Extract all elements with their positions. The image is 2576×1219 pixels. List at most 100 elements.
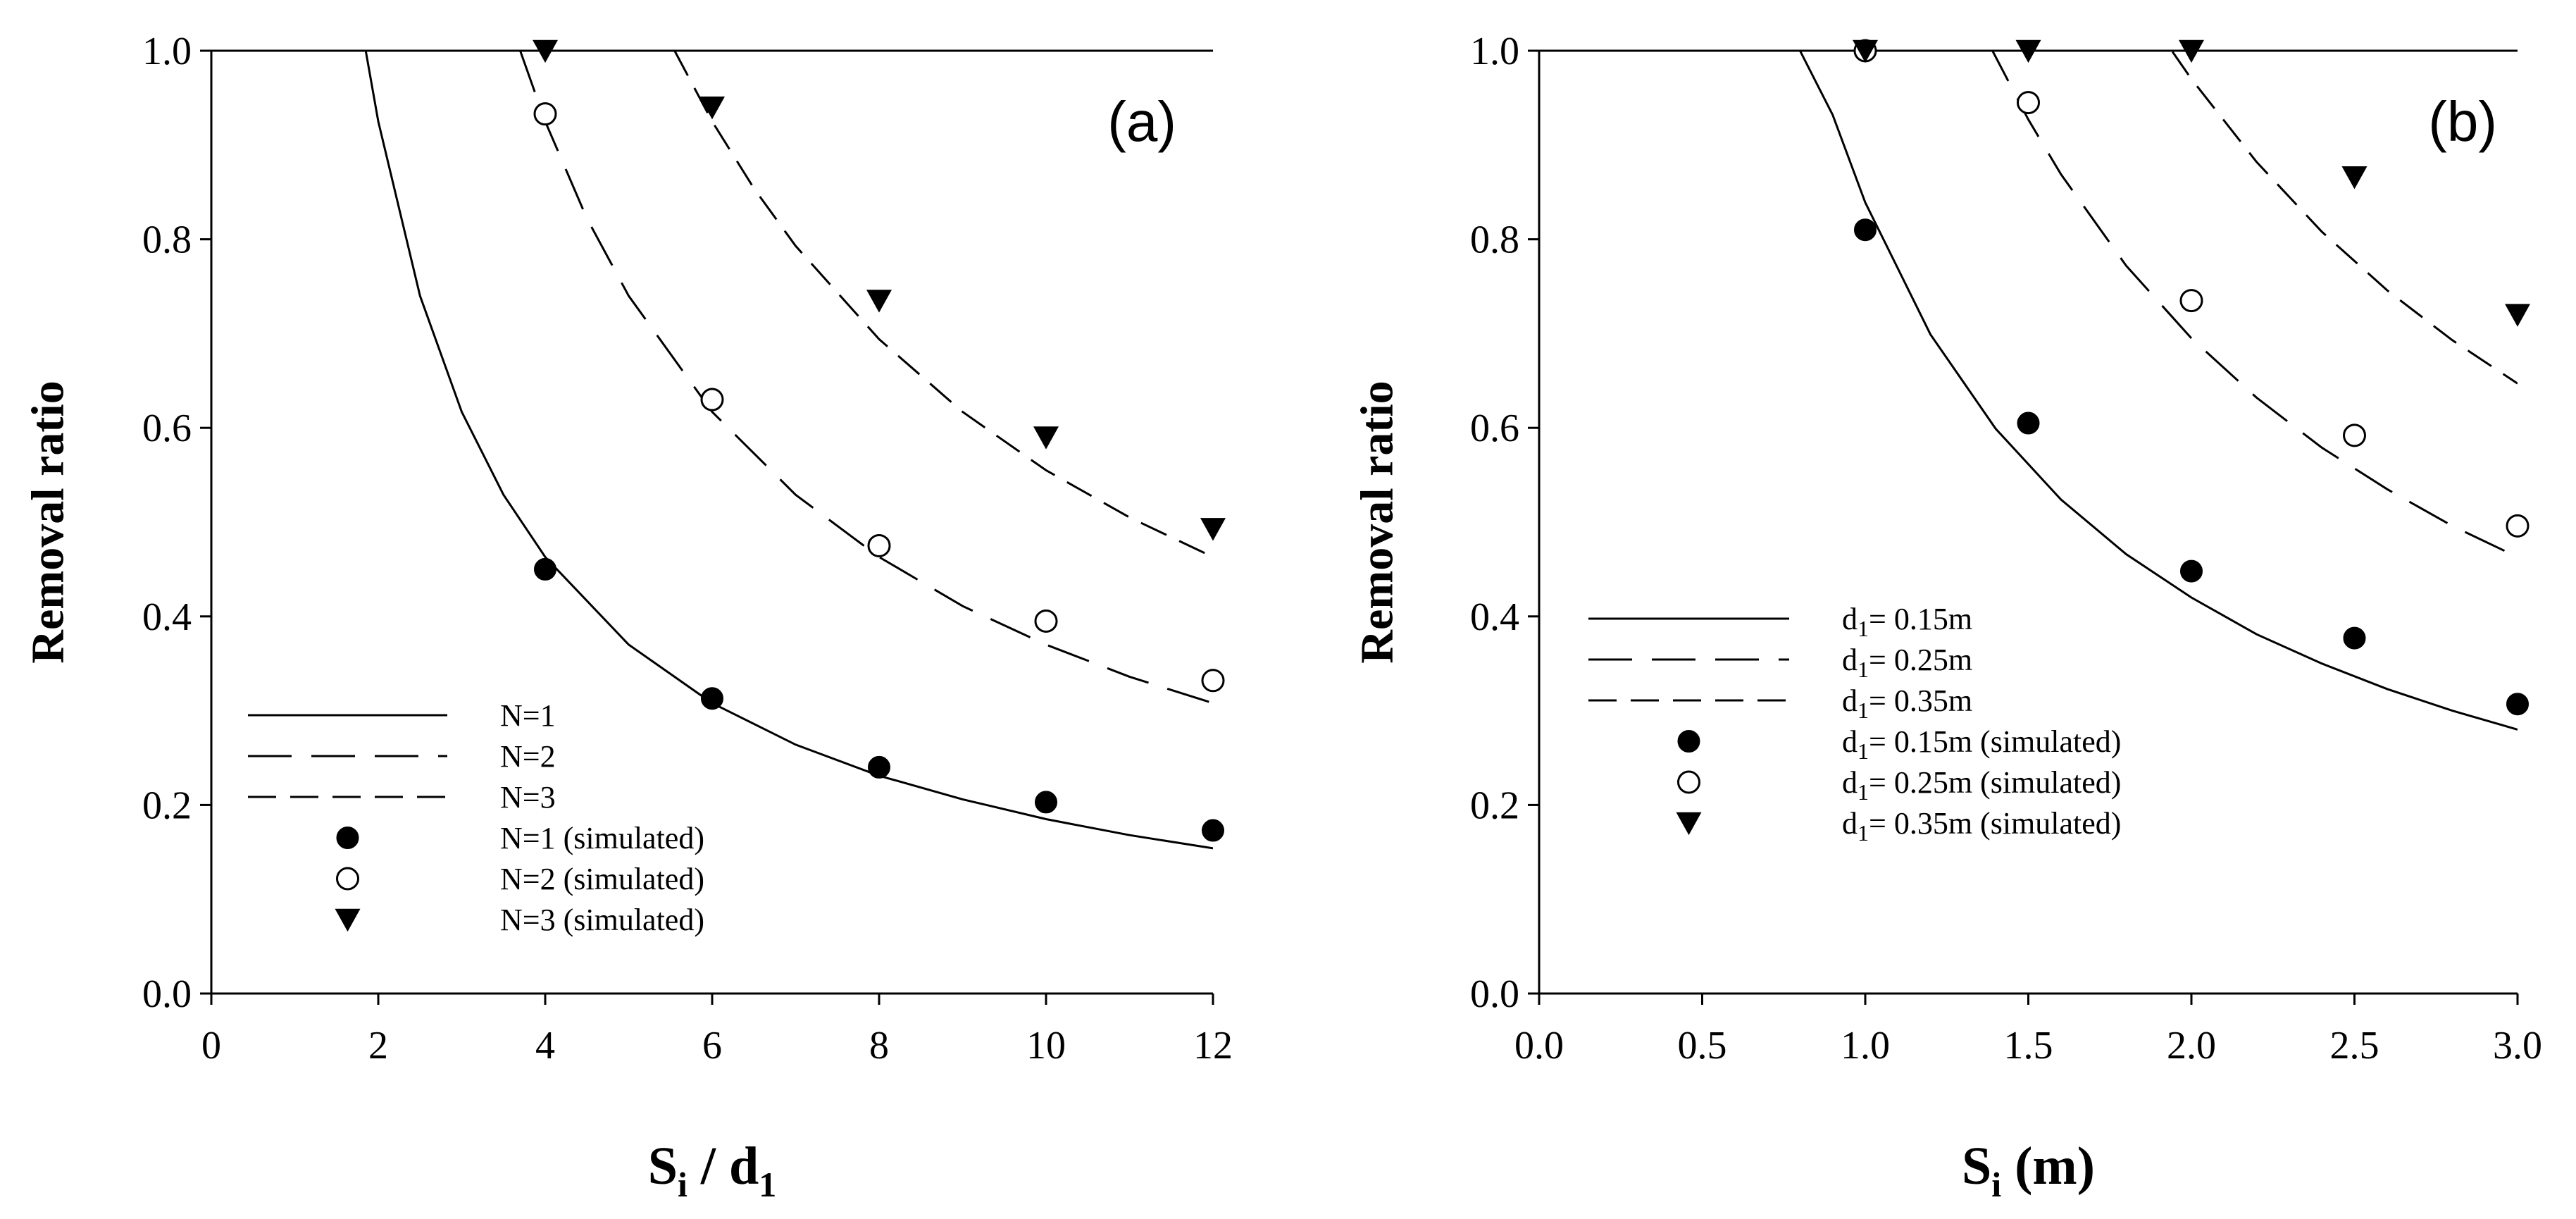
legend-label: d1= 0.15m xyxy=(1842,602,1972,641)
legend-label-post: = 0.25m xyxy=(1869,643,1972,677)
y-tick-label: 0.4 xyxy=(1470,595,1519,639)
series-line xyxy=(519,50,1213,705)
x-axis-label-sub: i xyxy=(1991,1165,2001,1204)
x-tick-label: 4 xyxy=(535,1024,555,1068)
legend-marker-sample xyxy=(336,827,359,849)
legend-label-pre: d xyxy=(1842,806,1858,841)
legend-entry: d1= 0.15m (simulated) xyxy=(1677,724,2121,764)
x-tick-label: 0.0 xyxy=(1514,1024,1564,1068)
legend-label: N=1 (simulated) xyxy=(500,821,704,855)
data-point xyxy=(1200,518,1226,541)
x-tick-label: 2.5 xyxy=(2330,1024,2379,1068)
data-point xyxy=(866,290,892,313)
series-line xyxy=(364,50,1213,850)
legend-label-sub: 1 xyxy=(1858,779,1869,805)
series-line xyxy=(1539,49,2518,558)
chart-panel-a: 0 2 4 6 8 10 12 0.0 0.2 0.4 0.6 0.8 1.0 Removal ratio… xyxy=(23,30,1233,1204)
x-axis-label-sub2: 1 xyxy=(759,1165,776,1204)
data-point xyxy=(2341,166,2367,190)
legend-entry: N=1 (simulated) xyxy=(336,821,704,855)
legend-label: N=3 xyxy=(500,780,556,815)
series-5 xyxy=(533,39,1226,541)
data-point xyxy=(533,102,557,126)
data-point xyxy=(1854,218,1877,242)
y-tick-label: 0.8 xyxy=(142,218,192,262)
data-point xyxy=(1202,819,1224,842)
chart-panel-b: 0.0 0.5 1.0 1.5 2.0 2.5 3.0 0.0 0.2 0.4 0.6 0.8 1.0 R… xyxy=(1352,30,2543,1204)
y-tick-label: 0.8 xyxy=(1470,218,1519,262)
x-axis-label-mid: (m) xyxy=(2001,1137,2095,1196)
legend-entry: d1= 0.25m (simulated) xyxy=(1677,765,2121,805)
series-3 xyxy=(534,557,1224,842)
x-axis-label-sub: i xyxy=(678,1165,687,1204)
legend-label-post: = 0.15m (simulated) xyxy=(1869,724,2121,759)
series-line xyxy=(673,50,1213,558)
legend-label-sub: 1 xyxy=(1858,698,1869,723)
legend-marker-sample xyxy=(336,867,359,891)
legend-label-post: = 0.35m xyxy=(1869,683,1972,718)
series-0 xyxy=(1539,49,2518,731)
legend-label: N=1 xyxy=(500,698,556,733)
series-1 xyxy=(1539,49,2518,558)
legend-marker-sample xyxy=(1677,770,1700,794)
legend-label-pre: d xyxy=(1842,602,1858,636)
legend-entry: d1= 0.35m (simulated) xyxy=(1676,806,2121,846)
legend-label: N=3 (simulated) xyxy=(500,903,704,937)
y-tick-label: 1.0 xyxy=(142,30,192,73)
x-tick-label: 0 xyxy=(201,1024,221,1068)
x-tick-label: 1.0 xyxy=(1841,1024,1890,1068)
legend-label: d1= 0.35m xyxy=(1842,683,1972,723)
data-point xyxy=(700,388,724,412)
legend-label-post: = 0.35m (simulated) xyxy=(1869,806,2121,841)
data-point xyxy=(534,557,556,581)
y-tick-label: 1.0 xyxy=(1470,30,1519,73)
legend-entry: N=3 xyxy=(248,780,556,815)
x-tick-label: 3.0 xyxy=(2493,1024,2542,1068)
data-point xyxy=(1853,39,1878,63)
series-4 xyxy=(1853,39,2530,538)
x-tick-label: 12 xyxy=(1193,1024,1233,1068)
data-point xyxy=(2015,39,2041,63)
legend-marker-sample xyxy=(1676,812,1702,836)
legend-label: d1= 0.35m (simulated) xyxy=(1842,806,2121,846)
data-point xyxy=(2179,39,2204,63)
y-axis-label: Removal ratio xyxy=(1352,380,1403,663)
series-line xyxy=(1539,49,2518,731)
y-axis-label: Removal ratio xyxy=(23,380,74,663)
legend-entry: N=1 xyxy=(248,698,556,733)
series-3 xyxy=(1854,218,2529,716)
y-tick-label: 0.4 xyxy=(142,595,192,639)
x-tick-label: 0.5 xyxy=(1678,1024,1727,1068)
x-axis-label-main: S xyxy=(648,1137,678,1196)
series-4 xyxy=(533,102,1225,693)
data-point xyxy=(2180,559,2203,583)
legend-label-pre: d xyxy=(1842,643,1858,677)
panel-label: (b) xyxy=(2428,90,2497,153)
y-tick-label: 0.0 xyxy=(1470,972,1519,1016)
data-point xyxy=(868,755,890,779)
legend-label-pre: d xyxy=(1842,683,1858,718)
data-point xyxy=(2017,91,2040,115)
panel-label: (a) xyxy=(1107,90,1176,153)
data-point xyxy=(701,687,723,710)
x-axis-label-mid: / d xyxy=(687,1137,759,1196)
legend-entry: d1= 0.25m xyxy=(1588,643,1972,682)
x-tick-label: 6 xyxy=(702,1024,722,1068)
legend-entry: N=2 xyxy=(248,739,556,774)
legend-label-sub: 1 xyxy=(1858,616,1869,641)
legend-label: N=2 (simulated) xyxy=(500,862,704,896)
data-point xyxy=(2506,693,2529,716)
y-tick-label: 0.6 xyxy=(142,407,192,450)
legend-label: d1= 0.15m (simulated) xyxy=(1842,724,2121,764)
series-1 xyxy=(519,50,1213,705)
x-axis-label: Si / d1 xyxy=(648,1137,777,1204)
legend-label-post: = 0.25m (simulated) xyxy=(1869,765,2121,800)
data-point xyxy=(2506,514,2530,538)
data-point xyxy=(2017,412,2040,435)
legend-entry: d1= 0.15m xyxy=(1588,602,1972,641)
data-point xyxy=(2343,423,2366,447)
x-tick-label: 2 xyxy=(368,1024,388,1068)
data-point xyxy=(699,96,725,120)
data-point xyxy=(2505,304,2530,327)
